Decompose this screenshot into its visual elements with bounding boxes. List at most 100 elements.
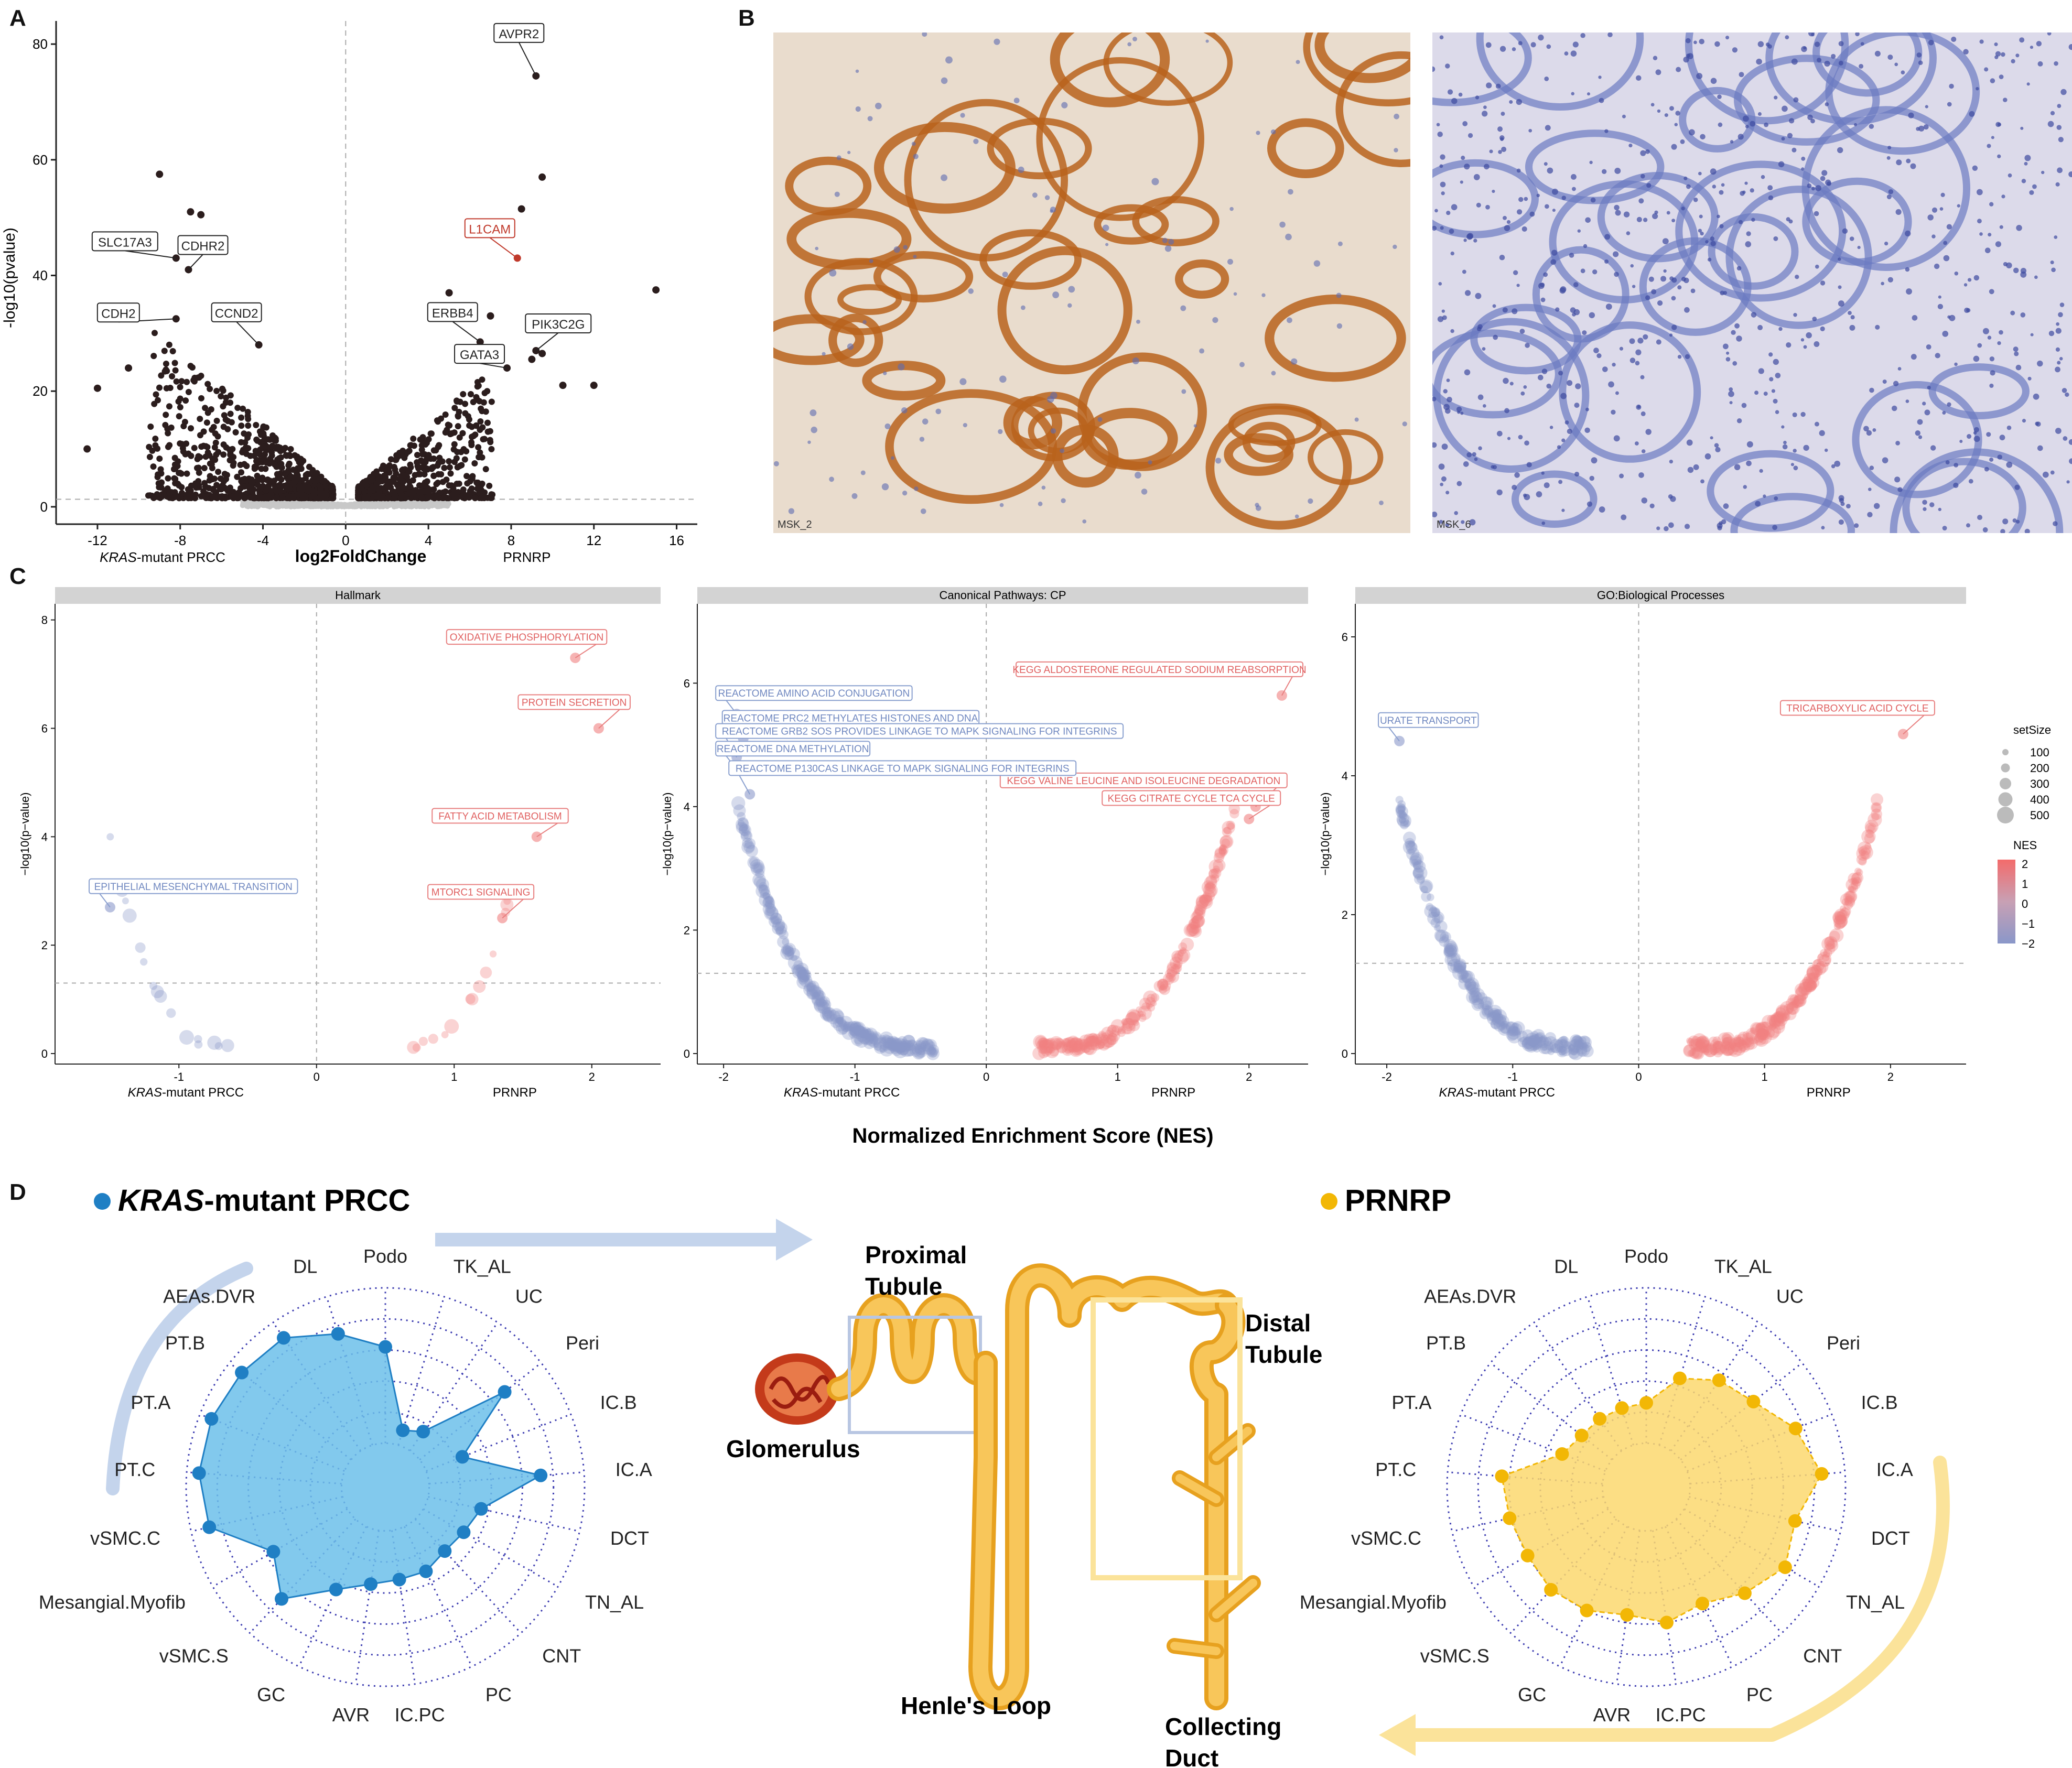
nucleus: [1589, 475, 1594, 481]
nucleus: [1451, 97, 1458, 104]
pathway-point: [1683, 1044, 1697, 1058]
nucleus: [1894, 62, 1898, 67]
sig-point: [188, 425, 195, 432]
nucleus: [1640, 150, 1646, 156]
nucleus: [1677, 354, 1682, 359]
pathway-point: [1211, 867, 1222, 878]
pathway-point: [747, 856, 761, 869]
nucleus: [1838, 41, 1844, 47]
sig-point: [414, 452, 420, 459]
pathway-point: [1712, 1040, 1727, 1056]
pathway-point: [1733, 1036, 1745, 1048]
pathway-point: [1568, 1043, 1580, 1055]
nucleus: [1739, 220, 1743, 224]
pathway-point: [1419, 879, 1433, 894]
nucleus: [1645, 295, 1650, 300]
pathway-point: [1865, 822, 1877, 834]
pathway-point: [1471, 997, 1485, 1011]
label-leader: [479, 363, 508, 369]
sig-point: [446, 458, 452, 465]
pathway-point: [823, 1010, 835, 1023]
pathway-point: [765, 903, 776, 914]
nucleus: [898, 363, 905, 371]
pathway-point: [785, 944, 794, 953]
sig-point: [429, 464, 436, 471]
sig-point: [274, 471, 280, 478]
sig-point: [197, 416, 203, 422]
nucleus: [1640, 375, 1645, 379]
nucleus: [1441, 191, 1445, 196]
pathway-point: [1398, 810, 1405, 817]
pathway-point: [1495, 1015, 1505, 1025]
pathway-point: [1722, 1036, 1737, 1050]
nucleus: [1972, 165, 1978, 171]
nucleus: [1954, 272, 1959, 276]
label-leader: [535, 332, 559, 351]
prnrp-title: PRNRP: [1345, 1184, 1451, 1218]
nucleus: [1067, 303, 1072, 308]
nucleus: [1819, 430, 1825, 436]
pathway-point: [810, 986, 824, 1000]
pathway-point: [1440, 931, 1451, 943]
nucleus: [1719, 224, 1724, 229]
radar-polygon: [198, 1333, 543, 1600]
pathway-point: [741, 840, 756, 854]
pathway-point: [1794, 995, 1804, 1005]
sig-point: [479, 424, 486, 431]
sig-point: [461, 456, 468, 463]
pathway-point: [1871, 813, 1880, 821]
pathway-point: [1771, 1013, 1784, 1027]
pathway-point: [863, 1029, 870, 1036]
pathway-point: [1212, 865, 1220, 873]
pathway-point: [1568, 1047, 1580, 1059]
pathway-point: [1573, 1035, 1582, 1044]
nucleus: [1905, 399, 1909, 403]
nucleus: [1973, 427, 1979, 432]
pathway-point: [1403, 820, 1411, 828]
nucleus: [1717, 214, 1720, 219]
nucleus: [1466, 452, 1472, 458]
pathway-point: [815, 998, 822, 1005]
pathway-point: [1397, 814, 1411, 828]
x-tick-label: 12: [586, 533, 601, 548]
nucleus: [1966, 523, 1970, 528]
radar-axis-label: PT.A: [1391, 1392, 1431, 1413]
sig-point: [182, 397, 189, 404]
sig-point: [238, 422, 245, 429]
nucleus: [1583, 244, 1588, 248]
nucleus: [1999, 330, 2003, 335]
sig-point: [469, 424, 476, 430]
pathway-point: [1768, 1023, 1776, 1031]
sig-point: [461, 493, 468, 500]
nucleus: [1472, 452, 1476, 457]
pathway-point: [1718, 1032, 1732, 1047]
pathway-point: [1098, 1042, 1105, 1049]
nucleus: [860, 470, 866, 475]
nucleus: [1916, 52, 1922, 58]
pathway-point: [1045, 1044, 1060, 1058]
nucleus: [1953, 482, 1959, 489]
pathway-point: [1746, 1029, 1761, 1045]
pathway-point: [1185, 924, 1199, 937]
pathway-point: [1466, 982, 1479, 995]
pathway-point: [833, 1017, 847, 1032]
legend-size-title: setSize: [2013, 723, 2051, 736]
pathway-point: [1576, 1043, 1588, 1055]
nucleus: [1637, 338, 1644, 344]
pathway-label-box: [715, 723, 1124, 739]
pathway-point: [1805, 984, 1812, 992]
pathway-point: [1050, 1041, 1059, 1049]
nucleus: [1825, 179, 1831, 186]
nucleus: [1811, 32, 1815, 37]
nucleus: [1629, 338, 1635, 344]
pathway-point: [1832, 910, 1846, 924]
pathway-point: [1118, 1026, 1126, 1034]
nucleus: [1671, 324, 1677, 330]
x-tick-label: -4: [257, 533, 269, 548]
pathway-point: [1544, 1032, 1557, 1044]
pathway-point: [1787, 994, 1799, 1006]
sig-point: [435, 493, 441, 500]
nucleus: [1663, 269, 1667, 273]
unstained-gland: [1532, 246, 1629, 343]
gene-label: SLC17A3: [98, 235, 152, 250]
